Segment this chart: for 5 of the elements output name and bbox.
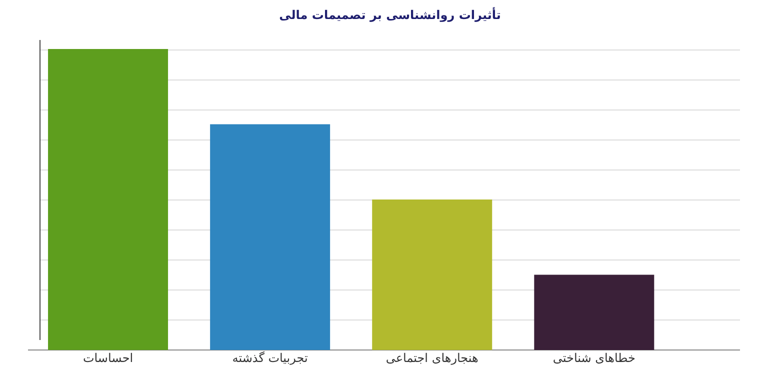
x-tick-label: تجربیات گذشته: [232, 351, 308, 365]
x-tick-label: خطاهای شناختی: [552, 351, 636, 365]
x-tick-label: هنجارهای اجتماعی: [386, 351, 478, 365]
x-tick-label: احساسات: [82, 351, 134, 365]
chart-title: تأثیرات روانشناسی بر تصمیمات مالی: [279, 7, 501, 22]
